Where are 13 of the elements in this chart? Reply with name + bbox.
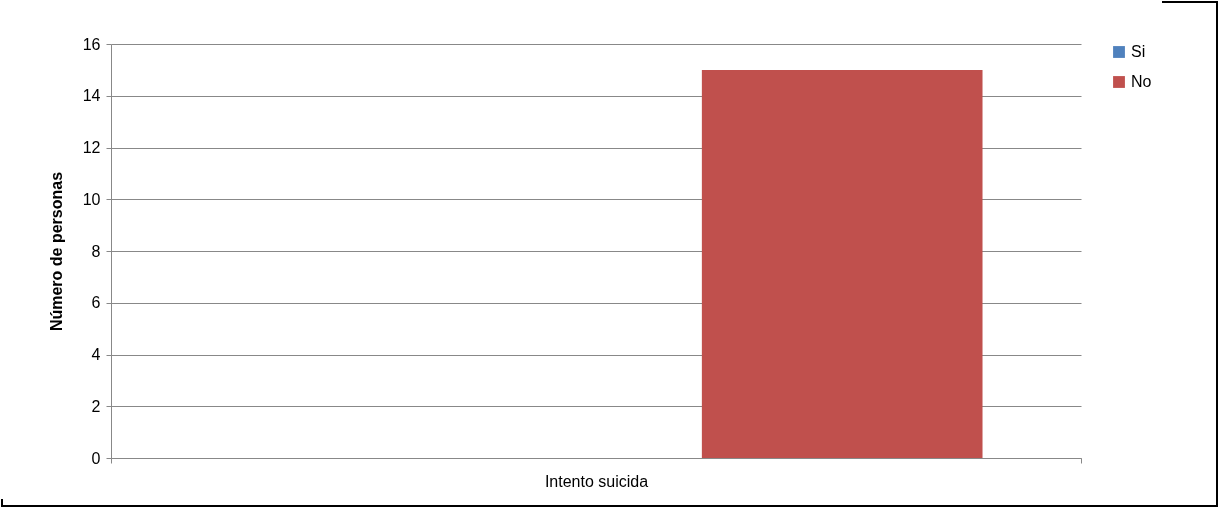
- y-tick-label: 0: [91, 449, 101, 467]
- y-tick-label: 16: [82, 35, 101, 53]
- legend-label: Si: [1131, 43, 1146, 60]
- y-tick-label: 4: [91, 346, 101, 363]
- legend-label: No: [1131, 73, 1152, 90]
- y-tick-label: 8: [91, 242, 101, 260]
- y-tick-label: 12: [82, 139, 101, 156]
- y-tick-label: 10: [82, 190, 101, 208]
- y-tick-label: 14: [82, 87, 101, 105]
- y-axis-title: Número de personas: [47, 171, 65, 332]
- x-tick-label: Intento suicida: [544, 472, 649, 490]
- y-tick-label: 2: [91, 397, 101, 415]
- y-tick-label: 6: [91, 294, 101, 312]
